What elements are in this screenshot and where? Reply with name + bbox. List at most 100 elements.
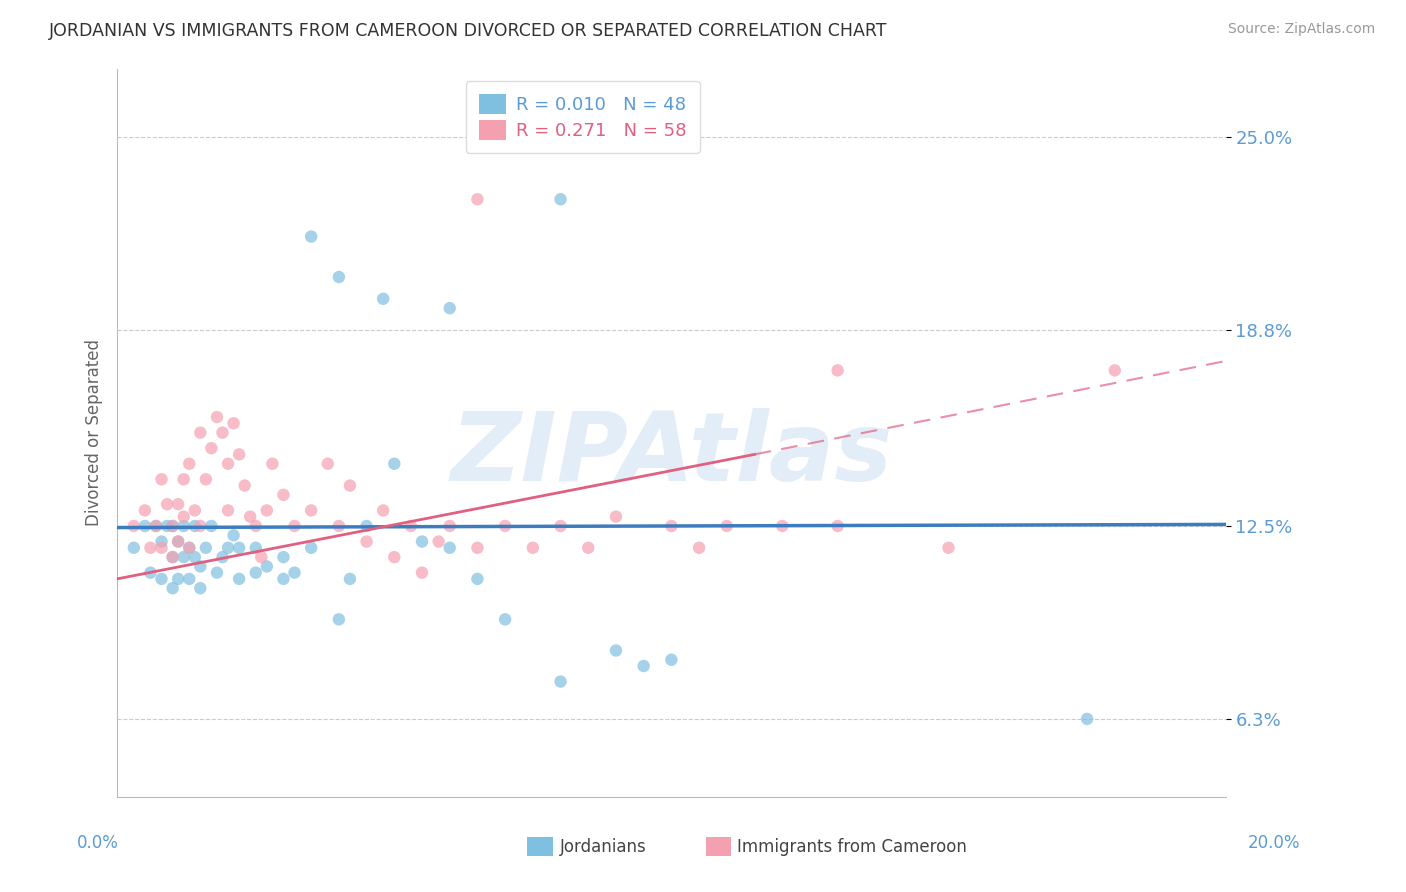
Point xyxy=(299,229,322,244)
Point xyxy=(328,270,350,285)
Point xyxy=(382,550,405,565)
Point xyxy=(283,519,305,533)
Point xyxy=(200,441,222,455)
Point xyxy=(188,581,211,595)
Point xyxy=(184,519,207,533)
Point xyxy=(167,534,190,549)
Point xyxy=(179,457,201,471)
Point xyxy=(179,572,201,586)
Point xyxy=(605,509,627,524)
Point xyxy=(162,550,184,565)
Point xyxy=(122,519,145,533)
Point xyxy=(605,643,627,657)
Point xyxy=(661,653,683,667)
Point xyxy=(150,534,173,549)
Point xyxy=(411,534,433,549)
Point xyxy=(217,503,239,517)
Point xyxy=(316,457,339,471)
Point xyxy=(239,509,262,524)
Point xyxy=(205,566,228,580)
Point xyxy=(211,550,233,565)
Point xyxy=(283,566,305,580)
Point xyxy=(439,541,461,555)
Point xyxy=(661,519,683,533)
Point xyxy=(356,534,378,549)
Point xyxy=(467,572,489,586)
Point xyxy=(173,472,195,486)
Point xyxy=(339,572,361,586)
Point xyxy=(328,612,350,626)
Point xyxy=(156,497,179,511)
Point xyxy=(233,478,256,492)
Point xyxy=(550,192,572,206)
Point xyxy=(188,519,211,533)
Point xyxy=(633,659,655,673)
Point xyxy=(770,519,793,533)
Point xyxy=(245,541,267,555)
Point xyxy=(162,581,184,595)
Point xyxy=(162,550,184,565)
Point xyxy=(211,425,233,440)
Point xyxy=(299,503,322,517)
Point xyxy=(205,410,228,425)
Point xyxy=(150,572,173,586)
Point xyxy=(228,572,250,586)
Point xyxy=(938,541,960,555)
Point xyxy=(411,566,433,580)
Point xyxy=(200,519,222,533)
Point xyxy=(134,519,156,533)
Point xyxy=(188,559,211,574)
Text: Source: ZipAtlas.com: Source: ZipAtlas.com xyxy=(1227,22,1375,37)
Point xyxy=(339,478,361,492)
Bar xyxy=(706,837,731,856)
Text: Immigrants from Cameroon: Immigrants from Cameroon xyxy=(737,838,966,855)
Point xyxy=(439,519,461,533)
Point xyxy=(179,541,201,555)
Point xyxy=(256,559,278,574)
Point xyxy=(373,292,395,306)
Point xyxy=(162,519,184,533)
Point xyxy=(139,541,162,555)
Point xyxy=(576,541,599,555)
Point xyxy=(245,519,267,533)
Point xyxy=(173,509,195,524)
Point xyxy=(827,363,849,377)
Point xyxy=(167,572,190,586)
Point xyxy=(550,674,572,689)
Text: 0.0%: 0.0% xyxy=(77,834,120,852)
Point xyxy=(273,488,295,502)
Point xyxy=(217,457,239,471)
Point xyxy=(145,519,167,533)
Point xyxy=(245,566,267,580)
Point xyxy=(228,447,250,461)
Point xyxy=(188,425,211,440)
Point xyxy=(827,519,849,533)
Text: ZIPAtlas: ZIPAtlas xyxy=(450,408,893,501)
Point xyxy=(139,566,162,580)
Point xyxy=(167,497,190,511)
Point xyxy=(150,472,173,486)
Bar xyxy=(527,837,553,856)
Point xyxy=(194,541,217,555)
Point xyxy=(228,541,250,555)
Point xyxy=(273,572,295,586)
Point xyxy=(222,528,245,542)
Point xyxy=(299,541,322,555)
Point xyxy=(522,541,544,555)
Point xyxy=(217,541,239,555)
Point xyxy=(550,519,572,533)
Point xyxy=(273,550,295,565)
Point xyxy=(494,519,516,533)
Point xyxy=(382,457,405,471)
Point xyxy=(262,457,284,471)
Y-axis label: Divorced or Separated: Divorced or Separated xyxy=(86,339,103,526)
Point xyxy=(1076,712,1098,726)
Text: JORDANIAN VS IMMIGRANTS FROM CAMEROON DIVORCED OR SEPARATED CORRELATION CHART: JORDANIAN VS IMMIGRANTS FROM CAMEROON DI… xyxy=(49,22,887,40)
Point xyxy=(356,519,378,533)
Point xyxy=(373,503,395,517)
Point xyxy=(328,519,350,533)
Point xyxy=(179,541,201,555)
Point xyxy=(184,550,207,565)
Point xyxy=(439,301,461,315)
Point xyxy=(250,550,273,565)
